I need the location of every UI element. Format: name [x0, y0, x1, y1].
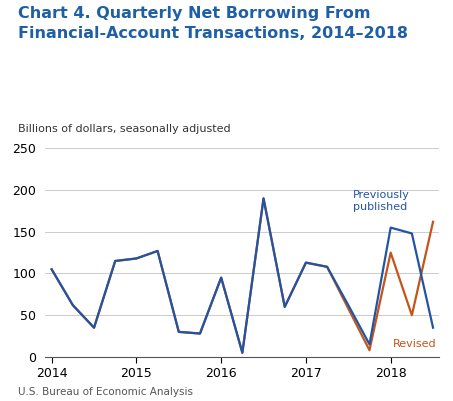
- Text: U.S. Bureau of Economic Analysis: U.S. Bureau of Economic Analysis: [18, 387, 193, 397]
- Text: Billions of dollars, seasonally adjusted: Billions of dollars, seasonally adjusted: [18, 124, 231, 134]
- Text: Revised: Revised: [393, 338, 436, 348]
- Text: Previously
published: Previously published: [352, 190, 410, 212]
- Text: Chart 4. Quarterly Net Borrowing From: Chart 4. Quarterly Net Borrowing From: [18, 6, 371, 21]
- Text: Financial-Account Transactions, 2014–2018: Financial-Account Transactions, 2014–201…: [18, 26, 408, 41]
